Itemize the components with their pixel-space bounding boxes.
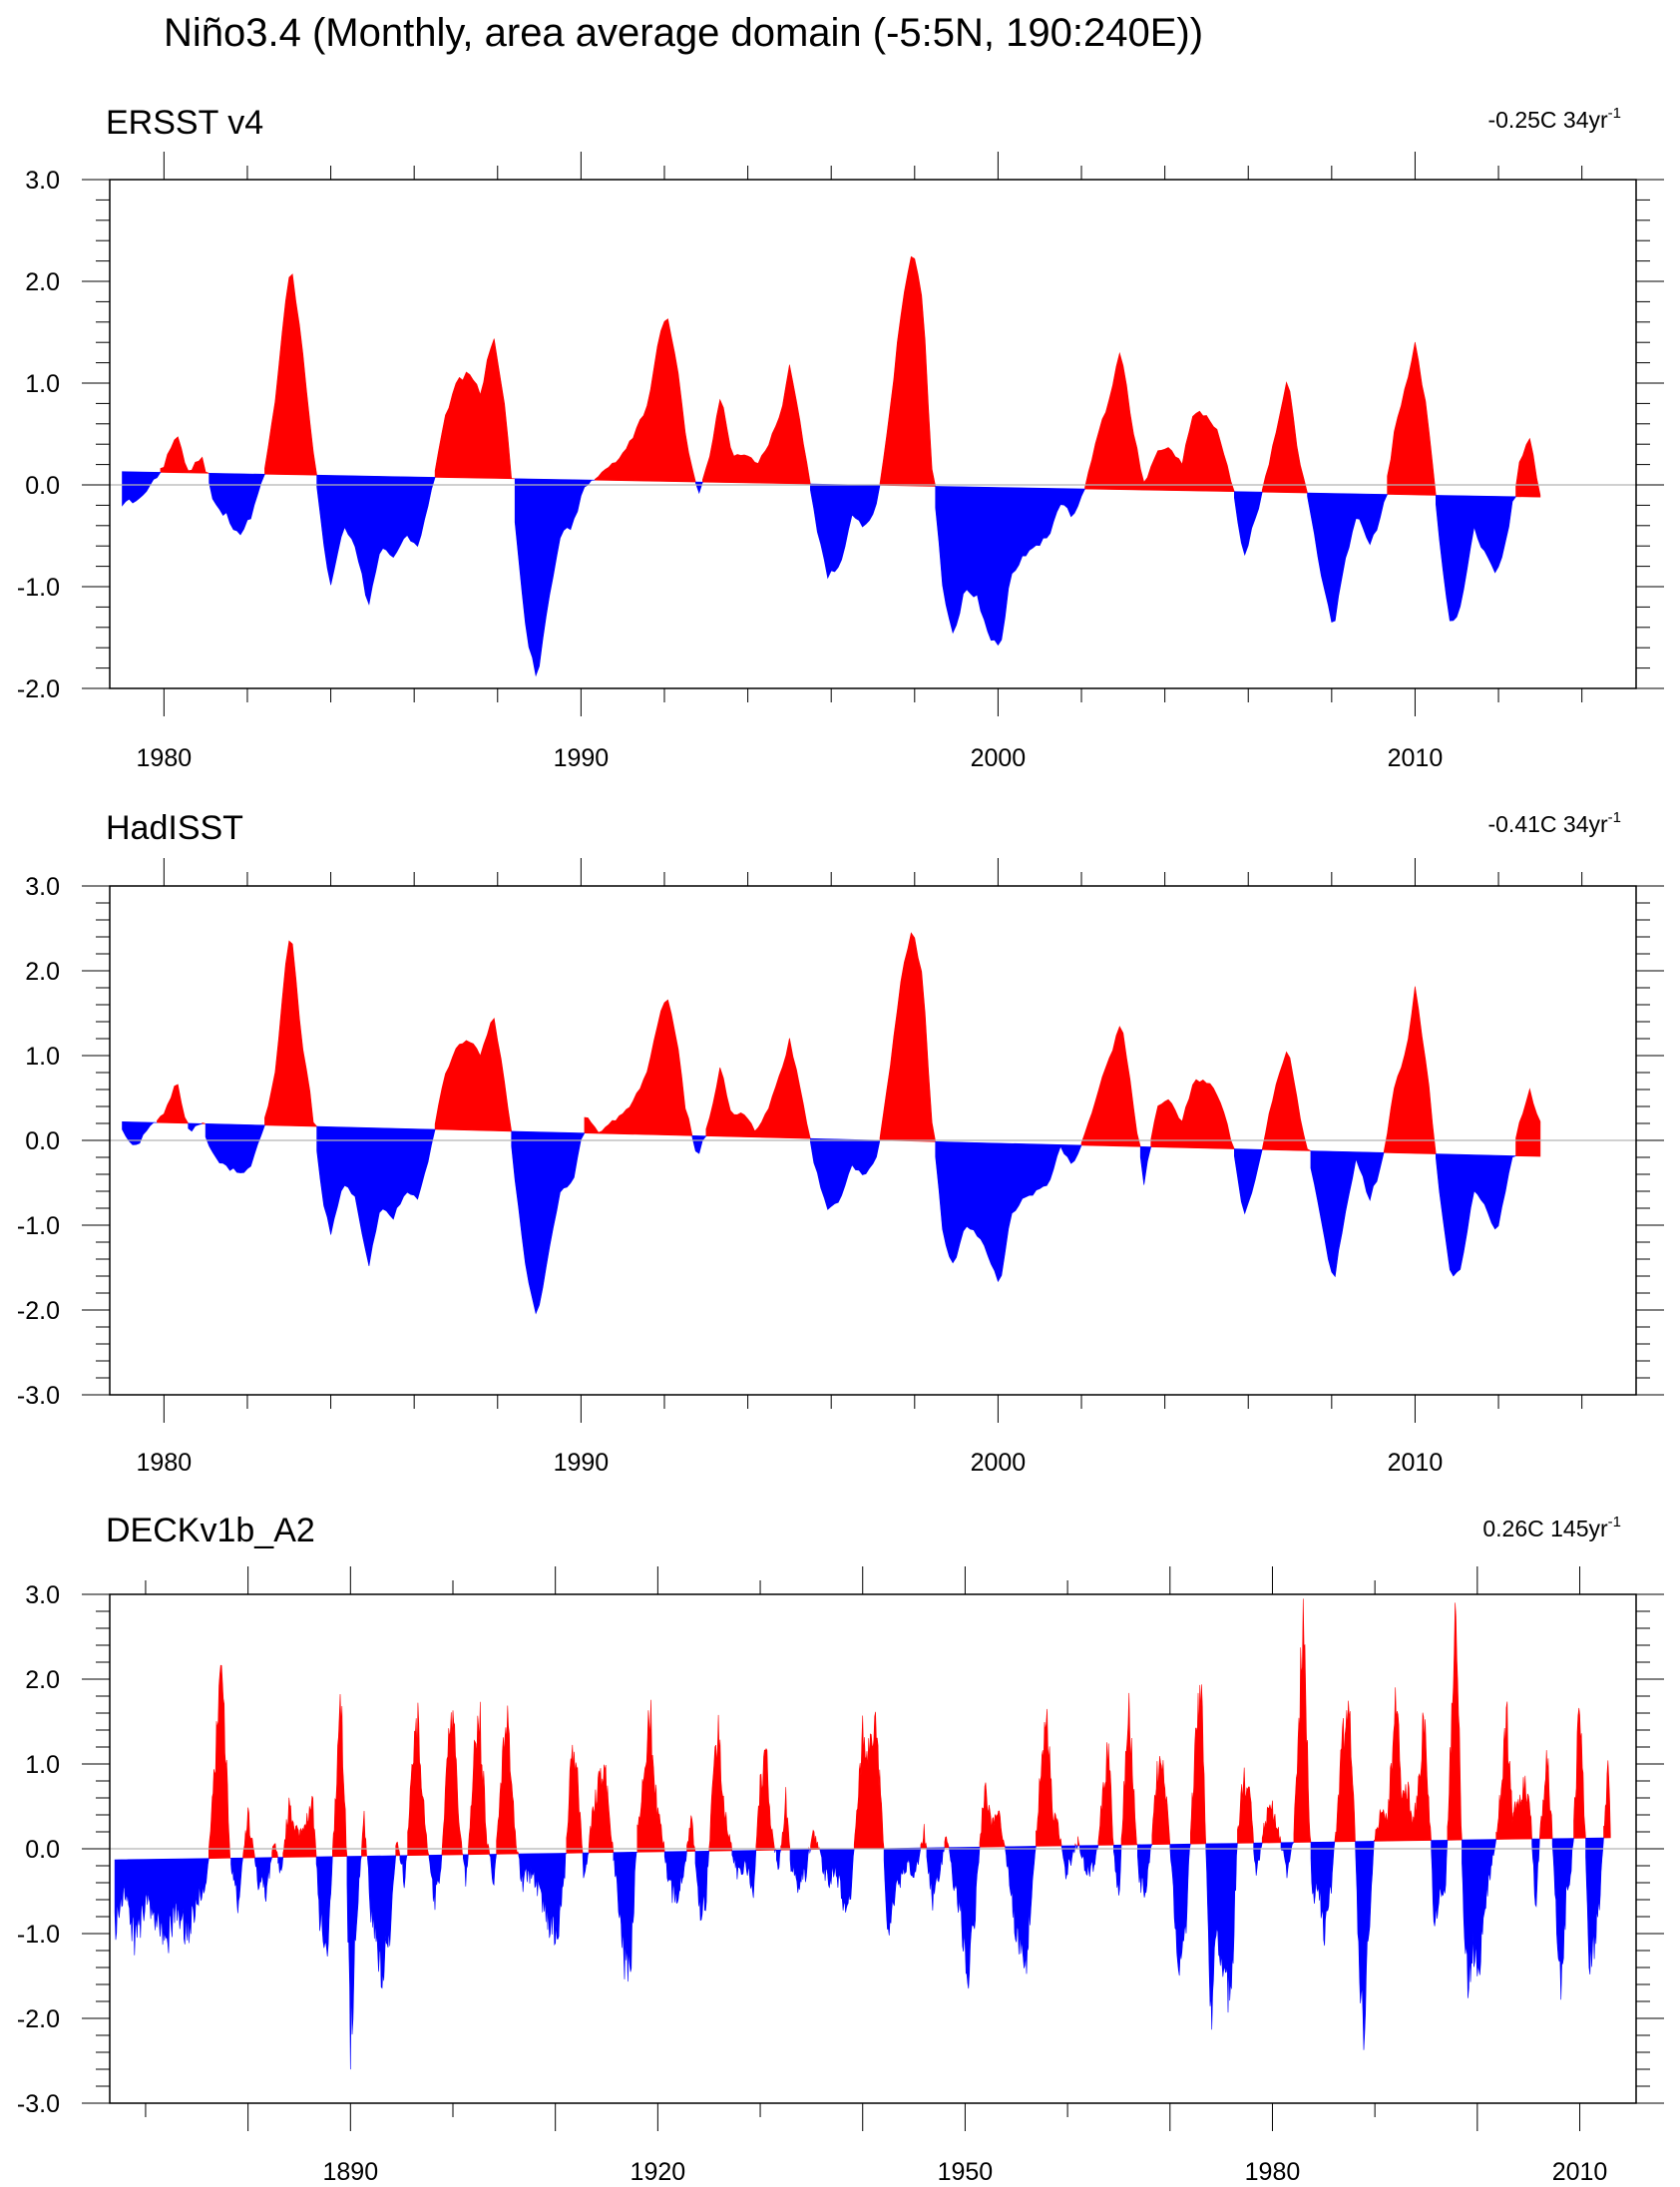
panel-title: HadISST	[106, 809, 243, 847]
y-tick-label: -2.0	[17, 1297, 60, 1325]
x-tick-label: 1950	[938, 2158, 994, 2186]
y-tick-label: 2.0	[25, 958, 60, 986]
y-tick-label: 1.0	[25, 370, 60, 398]
trend-value: 0.26C 145yr	[1482, 1516, 1608, 1541]
panel-title: DECKv1b_A2	[106, 1512, 315, 1549]
x-tick-label: 1990	[554, 1449, 610, 1477]
panel-deckv1b: DECKv1b_A2 0.26C 145yr-1 -3.0 -2.0 -1.0 0.0…	[17, 1512, 1664, 2186]
y-tick-label: 2.0	[25, 268, 60, 296]
y-tick-label: -2.0	[17, 2005, 60, 2033]
trend-exponent: -1	[1608, 1514, 1621, 1531]
negative-anomaly-area	[122, 471, 1517, 677]
panel-hadisst: HadISST -0.41C 34yr-1 -3.0 -2.0 -1.0 0.0 1.0…	[17, 809, 1664, 1477]
trend-value: -0.41C 34yr	[1487, 811, 1608, 837]
y-tick-label: -3.0	[17, 1382, 60, 1410]
positive-anomaly-area	[157, 932, 1541, 1157]
x-tick-label: 2010	[1388, 1449, 1444, 1477]
x-tick-label: 1920	[630, 2158, 686, 2186]
y-tick-label: 3.0	[25, 873, 60, 901]
plot-area: -3.0 -2.0 -1.0 0.0 1.0 2.0 3.0 1890 1920 1950 1980…	[17, 1566, 1664, 2186]
x-tick-label: 1980	[137, 744, 193, 772]
trend-label: -0.25C 34yr-1	[1487, 105, 1621, 133]
x-tick-label: 1980	[137, 1449, 193, 1477]
y-tick-label: -1.0	[17, 574, 60, 602]
x-tick-label: 2010	[1388, 744, 1444, 772]
y-tick-label: 1.0	[25, 1751, 60, 1779]
y-tick-label: -1.0	[17, 1212, 60, 1240]
y-tick-label: 3.0	[25, 1581, 60, 1609]
y-tick-label: -3.0	[17, 2090, 60, 2118]
x-tick-label: 2000	[971, 1449, 1027, 1477]
x-tick-label: 1980	[1245, 2158, 1301, 2186]
y-tick-label: 1.0	[25, 1043, 60, 1071]
x-tick-label: 2000	[971, 744, 1027, 772]
y-tick-label: 0.0	[25, 472, 60, 500]
y-tick-label: 0.0	[25, 1127, 60, 1155]
y-tick-label: 3.0	[25, 167, 60, 195]
trend-exponent: -1	[1608, 105, 1621, 122]
trend-label: 0.26C 145yr-1	[1482, 1514, 1621, 1541]
positive-anomaly-area	[160, 255, 1541, 498]
x-tick-label: 1990	[554, 744, 610, 772]
y-tick-label: -1.0	[17, 1921, 60, 1949]
y-tick-label: 2.0	[25, 1666, 60, 1694]
trend-label: -0.41C 34yr-1	[1487, 809, 1621, 837]
figure-title: Niño3.4 (Monthly, area average domain (-…	[164, 11, 1203, 55]
positive-anomaly-area	[209, 1598, 1611, 1860]
trend-value: -0.25C 34yr	[1487, 107, 1608, 133]
trend-exponent: -1	[1608, 809, 1621, 826]
x-tick-label: 2010	[1552, 2158, 1608, 2186]
negative-anomaly-area	[114, 1837, 1604, 2070]
plot-frame	[109, 179, 1637, 689]
x-tick-label: 1890	[322, 2158, 378, 2186]
y-tick-label: -2.0	[17, 675, 60, 703]
y-tick-label: 0.0	[25, 1836, 60, 1864]
plot-area: -3.0 -2.0 -1.0 0.0 1.0 2.0 3.0 1980 1990 2000 2010	[17, 858, 1664, 1477]
panel-title: ERSST v4	[106, 104, 263, 142]
negative-anomaly-area	[122, 1120, 1516, 1315]
panel-ersst: ERSST v4 -0.25C 34yr-1 -2.0 -1.0 0.0 1.0 2.0…	[17, 104, 1664, 772]
plot-area: -2.0 -1.0 0.0 1.0 2.0 3.0 1980 1990 2000 2010	[17, 152, 1664, 772]
